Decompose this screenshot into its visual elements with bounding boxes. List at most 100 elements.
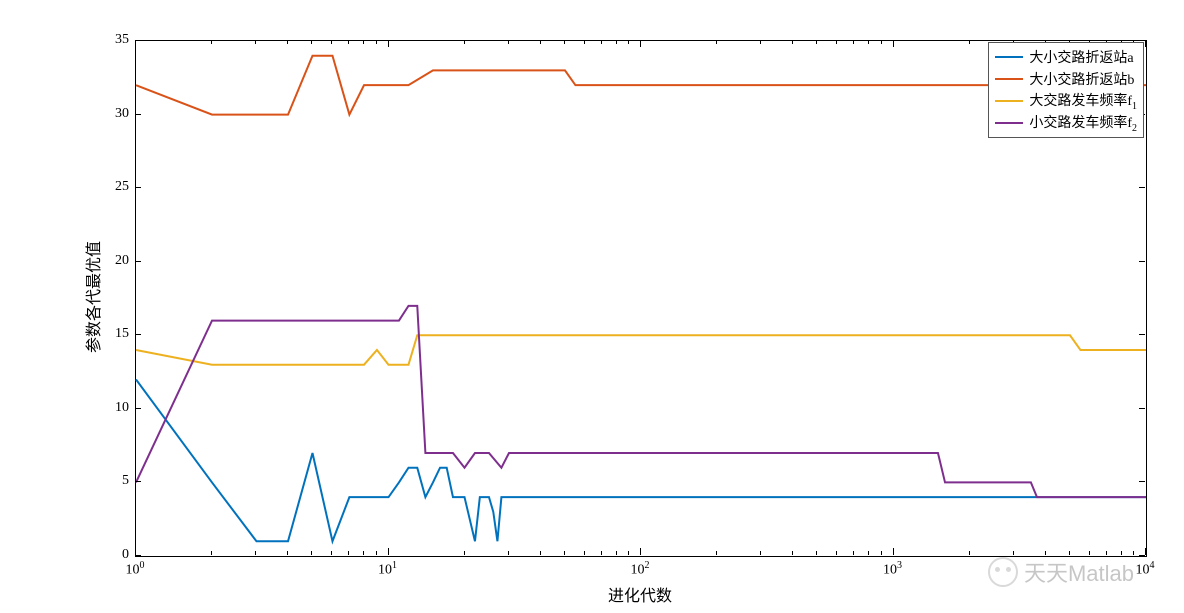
xtick-minor [508, 551, 509, 555]
xtick-label: 103 [883, 560, 902, 579]
watermark-text: 天天Matlab [1024, 556, 1134, 588]
xtick-minor [716, 551, 717, 555]
xtick-minor [760, 551, 761, 555]
xtick-minor-top [464, 40, 465, 44]
xtick-mark-top [135, 40, 136, 47]
xtick-minor-top [255, 40, 256, 44]
xtick-minor-top [868, 40, 869, 44]
xtick-minor [464, 551, 465, 555]
xtick-label: 102 [631, 560, 650, 579]
xtick-minor [287, 551, 288, 555]
xtick-mark [135, 548, 136, 555]
xtick-mark [1145, 548, 1146, 555]
xtick-minor-top [584, 40, 585, 44]
xtick-minor-top [616, 40, 617, 44]
series-f1 [136, 335, 1146, 364]
xtick-minor [331, 551, 332, 555]
xtick-minor [1069, 551, 1070, 555]
xtick-minor [628, 551, 629, 555]
xtick-minor-top [853, 40, 854, 44]
xtick-minor-top [628, 40, 629, 44]
ytick-label: 20 [115, 253, 129, 269]
ytick-mark-right [1139, 334, 1145, 335]
ytick-label: 10 [115, 400, 129, 416]
xtick-minor-top [508, 40, 509, 44]
xtick-minor-top [564, 40, 565, 44]
xtick-minor-top [760, 40, 761, 44]
xtick-mark [388, 548, 389, 555]
ytick-mark [135, 261, 141, 262]
xtick-minor [255, 551, 256, 555]
xtick-minor [1013, 551, 1014, 555]
xtick-minor [311, 551, 312, 555]
xtick-minor [836, 551, 837, 555]
xtick-minor-top [287, 40, 288, 44]
xtick-minor-top [836, 40, 837, 44]
ytick-mark [135, 187, 141, 188]
xtick-mark [893, 548, 894, 555]
xtick-minor-top [601, 40, 602, 44]
xtick-label: 104 [1136, 560, 1155, 579]
xtick-minor [881, 551, 882, 555]
legend-row: 大小交路折返站a [995, 46, 1137, 68]
ytick-mark [135, 481, 141, 482]
ytick-label: 30 [115, 106, 129, 122]
legend: 大小交路折返站a大小交路折返站b大交路发车频率f1小交路发车频率f2 [988, 42, 1144, 138]
xtick-minor-top [363, 40, 364, 44]
xtick-label: 101 [378, 560, 397, 579]
watermark: 天天Matlab [988, 556, 1134, 588]
legend-row: 大小交路折返站b [995, 68, 1137, 90]
xtick-minor [1106, 551, 1107, 555]
xtick-minor [363, 551, 364, 555]
xtick-minor [616, 551, 617, 555]
legend-label: 大小交路折返站a [1029, 47, 1133, 67]
ytick-mark-right [1139, 187, 1145, 188]
legend-swatch [995, 100, 1023, 102]
xtick-minor-top [331, 40, 332, 44]
y-axis-label: 参数各代最优值 [80, 241, 104, 353]
xtick-minor [348, 551, 349, 555]
legend-label: 小交路发车频率f2 [1029, 112, 1137, 134]
xtick-minor-top [969, 40, 970, 44]
legend-swatch [995, 122, 1023, 124]
xtick-mark-top [1145, 40, 1146, 47]
wechat-icon [988, 557, 1018, 587]
legend-label: 大交路发车频率f1 [1029, 90, 1137, 112]
legend-row: 小交路发车频率f2 [995, 112, 1137, 134]
xtick-minor [853, 551, 854, 555]
xtick-minor-top [716, 40, 717, 44]
x-axis-label: 进化代数 [608, 582, 672, 606]
xtick-minor [1089, 551, 1090, 555]
ytick-mark [135, 334, 141, 335]
legend-swatch [995, 56, 1023, 58]
xtick-mark-top [640, 40, 641, 47]
legend-swatch [995, 78, 1023, 80]
ytick-label: 35 [115, 32, 129, 48]
xtick-minor [211, 551, 212, 555]
xtick-mark-top [388, 40, 389, 47]
ytick-mark [135, 408, 141, 409]
xtick-minor [584, 551, 585, 555]
xtick-mark [640, 548, 641, 555]
ytick-mark [135, 555, 141, 556]
ytick-label: 25 [115, 179, 129, 195]
xtick-minor-top [376, 40, 377, 44]
legend-label: 大小交路折返站b [1029, 69, 1134, 89]
xtick-minor-top [311, 40, 312, 44]
xtick-minor [969, 551, 970, 555]
xtick-mark-top [893, 40, 894, 47]
series-a [136, 379, 1146, 541]
xtick-minor-top [792, 40, 793, 44]
ytick-label: 15 [115, 326, 129, 342]
ytick-mark-right [1139, 555, 1145, 556]
xtick-minor [816, 551, 817, 555]
chart-container: 参数各代最优值 进化代数 05101520253035 100101102103… [0, 0, 1184, 613]
xtick-label: 100 [126, 560, 145, 579]
ytick-mark-right [1139, 261, 1145, 262]
xtick-minor-top [881, 40, 882, 44]
xtick-minor [540, 551, 541, 555]
ytick-mark [135, 114, 141, 115]
xtick-minor-top [211, 40, 212, 44]
xtick-minor-top [348, 40, 349, 44]
xtick-minor [792, 551, 793, 555]
